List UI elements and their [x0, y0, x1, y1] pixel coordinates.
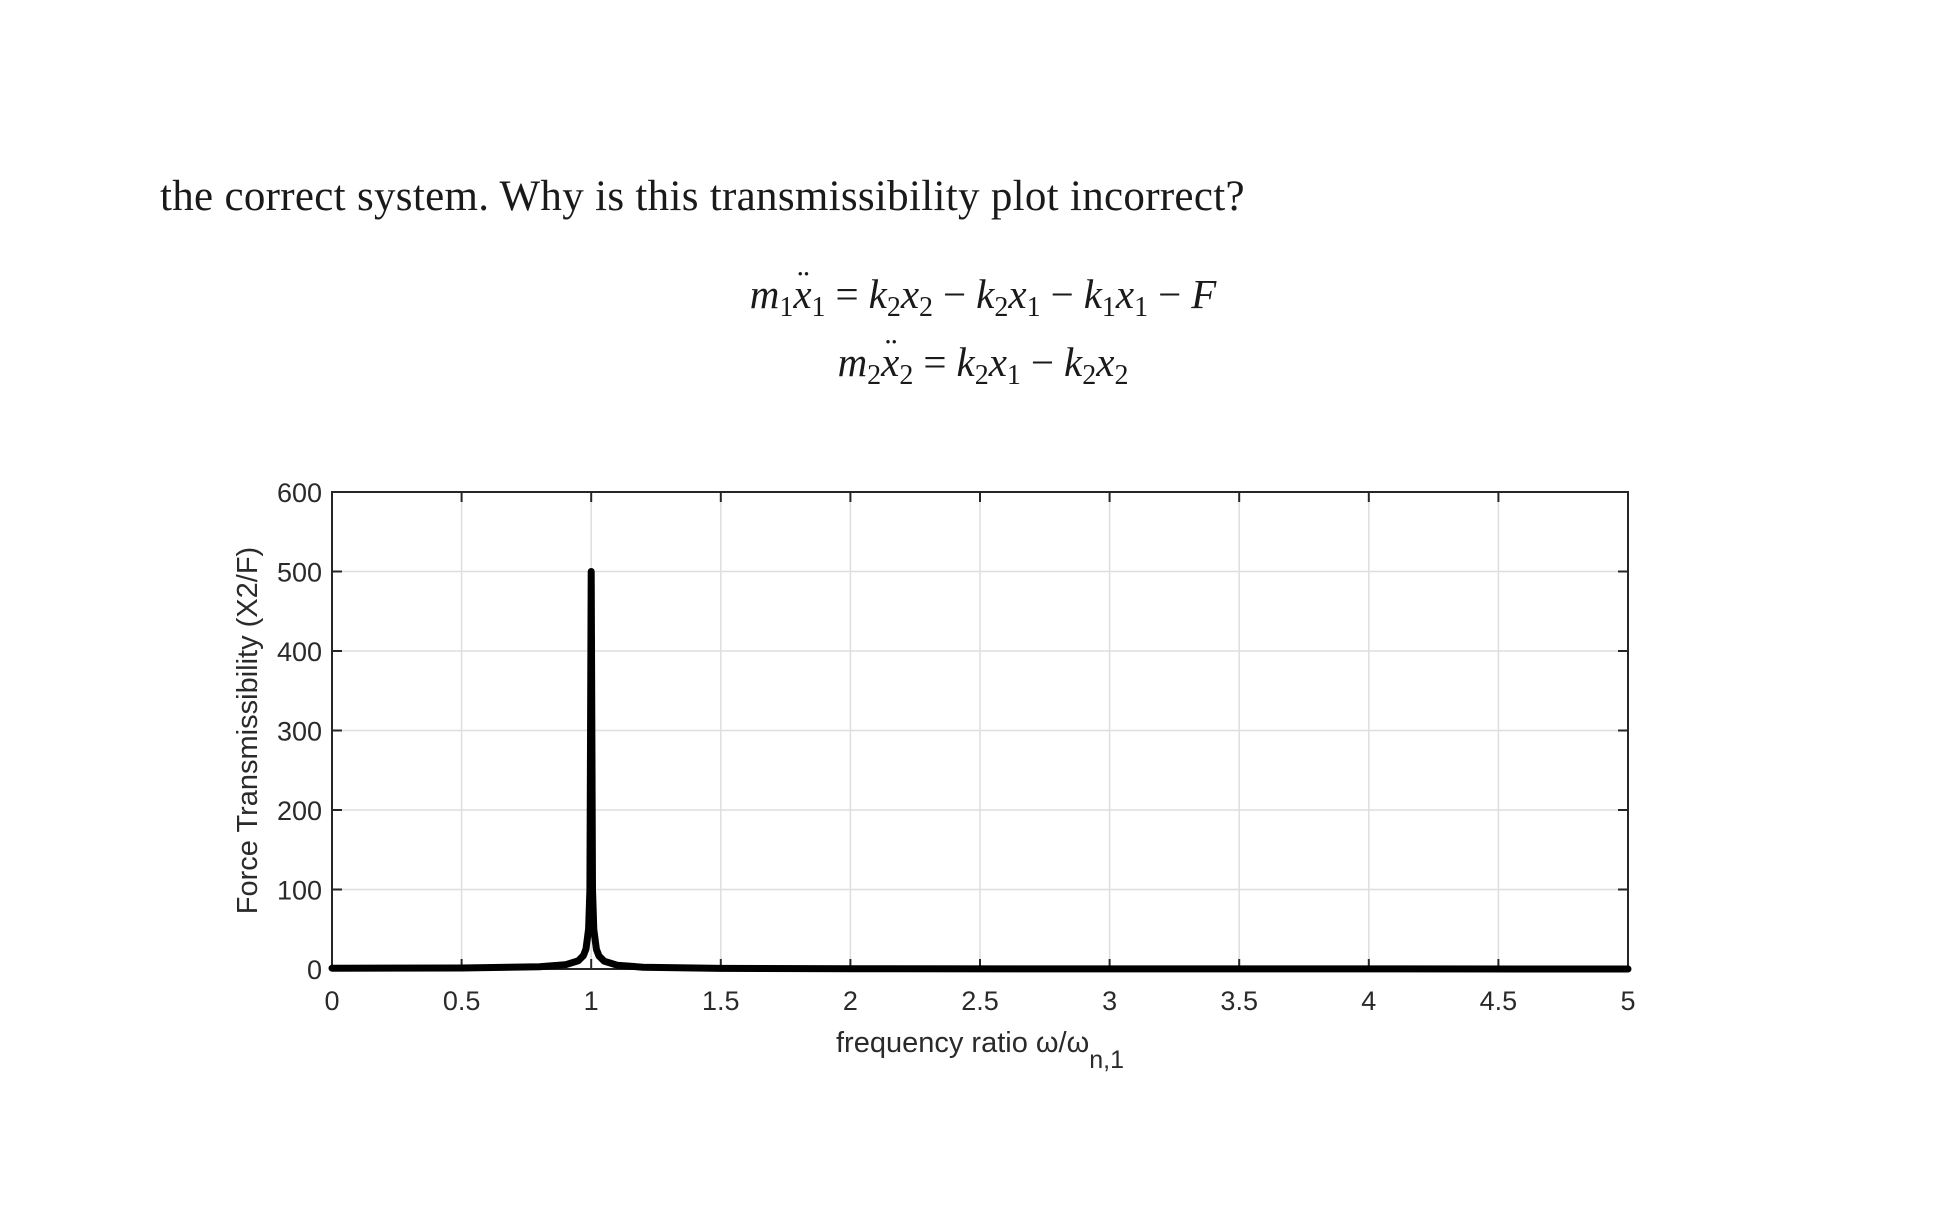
question-text: the correct system. Why is this transmis… [160, 173, 1245, 220]
x-tick-label: 2 [843, 986, 858, 1016]
x-axis-title-subscript: n,1 [1089, 1046, 1124, 1074]
eq2-term1-var-sub: 1 [1006, 360, 1021, 391]
y-tick-label: 300 [277, 717, 322, 747]
eq2-term2-var: x [1096, 339, 1115, 385]
eq2-mass-sub: 2 [867, 360, 882, 391]
x-tick-labels: 0 0.5 1 1.5 2 2.5 3 3.5 4 4.5 5 [324, 986, 1635, 1016]
eq1-term1-coef: k [868, 271, 887, 317]
eq2-term2-coef: k [1064, 339, 1083, 385]
x-axis-title: frequency ratio ω/ωn,1 [836, 1027, 1124, 1074]
grid-lines [331, 491, 1629, 970]
eq1-accel-var: x [793, 262, 811, 318]
eq1-mass-sub: 1 [779, 292, 794, 323]
eq2-accel-sub: 2 [899, 360, 914, 391]
eq2-accel-var: x [881, 330, 899, 386]
eq2-term1-coef-sub: 2 [974, 360, 989, 391]
y-tick-label: 0 [307, 955, 322, 985]
y-axis-title: Force Transmissibility (X2/F) [232, 547, 264, 914]
eq2-equals: = [923, 339, 947, 385]
eq1-term2-coef-sub: 2 [994, 292, 1009, 323]
equation-2: m2x2=k2x1−k2x2 [0, 330, 1946, 390]
eq1-term2-coef: k [976, 271, 995, 317]
eq2-term1-coef: k [956, 339, 975, 385]
x-tick-label: 2.5 [961, 986, 999, 1016]
eq1-term3-coef-sub: 1 [1101, 292, 1116, 323]
eq1-term1-coef-sub: 2 [886, 292, 901, 323]
y-tick-label: 600 [277, 478, 322, 508]
eq1-term3-sign: − [1050, 271, 1074, 317]
eq1-mass: m [749, 271, 780, 317]
y-tick-label: 400 [277, 637, 322, 667]
eq2-mass: m [837, 339, 868, 385]
y-tick-label: 200 [277, 796, 322, 826]
x-tick-label: 4.5 [1480, 986, 1518, 1016]
eq2-term2-sign: − [1030, 339, 1055, 385]
x-axis-title-text: frequency ratio ω/ω [836, 1027, 1089, 1059]
eq2-term2-var-sub: 2 [1114, 360, 1129, 391]
x-tick-label: 1.5 [702, 986, 740, 1016]
y-tick-labels: 0 100 200 300 400 500 600 [277, 478, 322, 985]
eq1-term1-var: x [900, 271, 920, 317]
eq1-term3-var: x [1115, 271, 1135, 317]
equation-1: m1x1=k2x2−k2x1−k1x1−F [0, 262, 1946, 322]
eq1-term2-var: x [1008, 271, 1027, 317]
x-tick-label: 5 [1620, 986, 1635, 1016]
x-tick-label: 1 [584, 986, 599, 1016]
axis-ticks [331, 491, 1629, 970]
x-tick-label: 0 [324, 986, 339, 1016]
eq1-term4-var: F [1191, 271, 1217, 317]
eq2-term2-coef-sub: 2 [1082, 360, 1097, 391]
eq1-term4-sign: − [1158, 271, 1182, 317]
eq1-equals: = [835, 271, 859, 317]
x-tick-label: 3 [1102, 986, 1117, 1016]
eq2-term1-var: x [988, 339, 1007, 385]
x-tick-label: 0.5 [443, 986, 481, 1016]
eq1-term3-var-sub: 1 [1134, 292, 1149, 323]
eq1-term2-sign: − [943, 271, 967, 317]
eq1-term3-coef: k [1083, 271, 1102, 317]
y-tick-label: 500 [277, 558, 322, 588]
series-line-transmissibility [328, 568, 1632, 973]
x-tick-label: 3.5 [1220, 986, 1258, 1016]
y-tick-label: 100 [277, 876, 322, 906]
eq1-term1-var-sub: 2 [919, 292, 934, 323]
eq1-accel-sub: 1 [811, 292, 826, 323]
x-tick-label: 4 [1361, 986, 1376, 1016]
eq1-term2-var-sub: 1 [1026, 292, 1041, 323]
